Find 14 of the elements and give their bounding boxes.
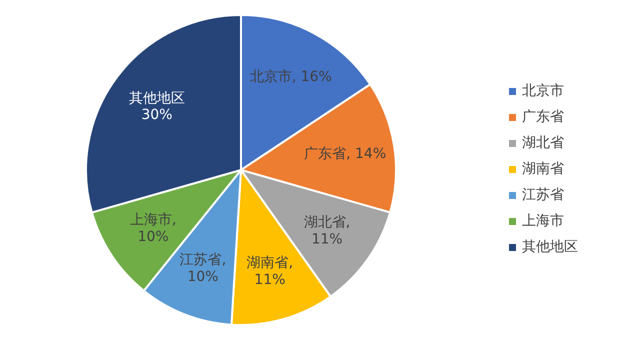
legend-label: 上海市 (522, 212, 564, 231)
legend-label: 湖北省 (522, 134, 564, 153)
data-label: 上海市, 10% (130, 212, 176, 245)
data-label: 北京市, 16% (250, 69, 332, 86)
data-label: 湖北省, 11% (304, 214, 350, 248)
data-label: 江苏省, 10% (180, 252, 226, 285)
legend-label: 湖南省 (522, 160, 564, 179)
legend-label: 广东省 (522, 108, 564, 127)
data-label: 广东省, 14% (304, 146, 386, 162)
legend-label: 其他地区 (522, 238, 578, 257)
data-label: 湖南省, 11% (246, 255, 294, 288)
legend-label: 北京市 (522, 82, 564, 101)
data-label: 其他地区 30% (128, 90, 185, 124)
legend-label: 江苏省 (522, 186, 564, 205)
